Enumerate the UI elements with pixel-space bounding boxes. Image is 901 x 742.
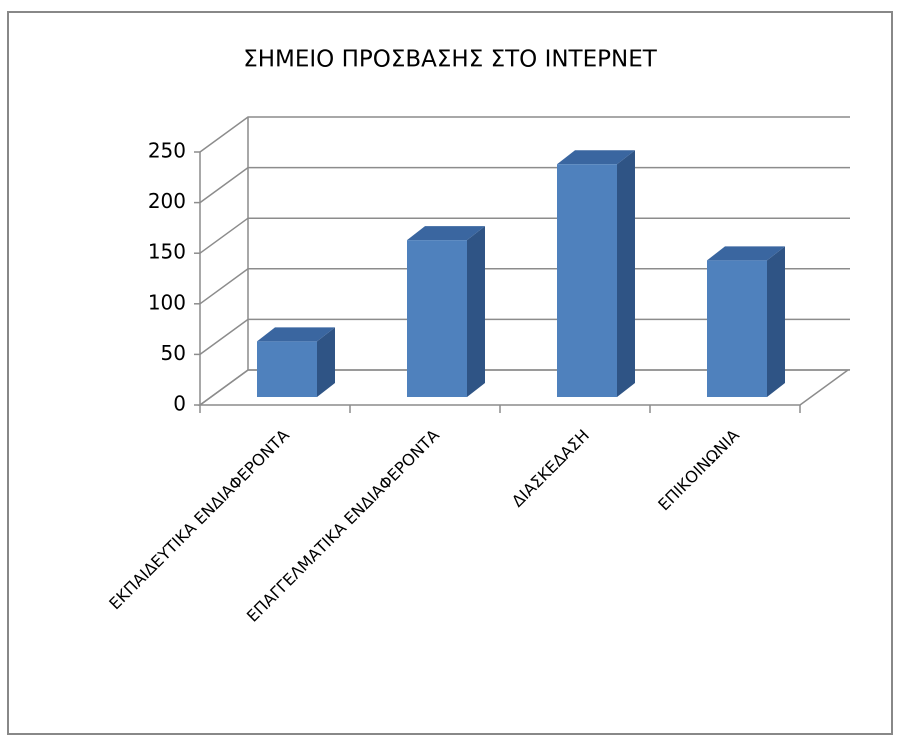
- bar-face: [257, 341, 317, 397]
- bar-face: [317, 327, 335, 397]
- y-tick-label: 250: [148, 139, 186, 163]
- bar: [707, 246, 785, 397]
- y-tick-label: 0: [173, 392, 186, 416]
- bar-face: [407, 240, 467, 397]
- grid-line: [199, 369, 850, 406]
- bar: [557, 150, 635, 397]
- grid-line: [199, 318, 850, 356]
- bar-face: [617, 150, 635, 397]
- bar-face: [467, 226, 485, 397]
- bar: [257, 327, 335, 397]
- bar-face: [257, 327, 335, 342]
- y-tick-label: 100: [148, 290, 186, 314]
- bar-face: [767, 246, 785, 397]
- y-tick-label: 50: [161, 341, 186, 365]
- bar-face: [557, 150, 635, 165]
- grid-line: [199, 116, 850, 153]
- grid-line: [199, 217, 850, 254]
- y-tick-label: 200: [148, 189, 186, 213]
- bar: [407, 226, 485, 397]
- bar-face: [557, 164, 617, 397]
- chart-title: ΣΗΜΕΙΟ ΠΡΟΣΒΑΣΗΣ ΣΤΟ ΙΝΤΕΡΝΕΤ: [243, 47, 658, 73]
- grid-line: [199, 268, 850, 305]
- y-tick-label: 150: [148, 240, 186, 264]
- bar-face: [707, 260, 767, 397]
- grid-line: [199, 166, 850, 204]
- bar-face: [707, 246, 785, 261]
- bar-face: [407, 226, 485, 241]
